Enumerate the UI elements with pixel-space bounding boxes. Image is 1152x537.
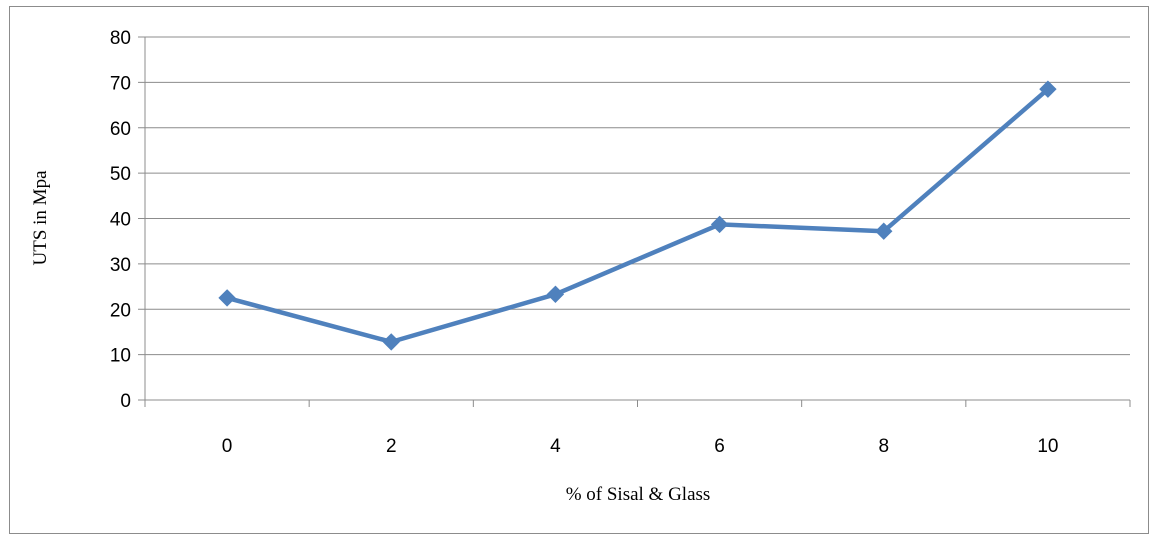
x-tick-label: 4 [550,436,561,457]
series-line-layer [224,86,1051,345]
x-tick-label: 0 [222,436,233,457]
y-tick-label: 20 [110,300,131,321]
grid-lines [138,36,1131,407]
data-point-marker [1039,80,1057,98]
data-point-marker [218,289,236,307]
y-tick-label: 50 [110,164,131,185]
y-tick-label: 0 [120,391,131,412]
y-tick-label: 10 [110,346,131,367]
y-tick-label: 40 [110,210,131,231]
x-axis-title: % of Sisal & Glass [566,484,711,505]
y-axis-title: UTS in Mpa [30,170,51,266]
data-point-marker [382,333,400,351]
y-tick-label: 80 [110,28,131,49]
series-line [224,86,1051,345]
x-tick-label: 2 [386,436,397,457]
data-point-marker [546,285,565,303]
y-tick-labels: 0 10 20 30 40 50 60 70 80 [110,28,131,412]
y-tick-label: 60 [110,119,131,140]
data-point-marker [710,215,729,234]
y-tick-label: 30 [110,255,131,276]
y-tick-label: 70 [110,73,131,94]
x-tick-label: 6 [714,436,725,457]
chart-frame [9,6,1149,534]
data-point-marker [875,222,893,240]
x-tick-label: 8 [878,436,889,457]
x-tick-label: 10 [1037,436,1058,457]
x-tick-labels: 0 2 4 6 8 10 [222,436,1059,457]
series-markers [218,80,1057,351]
